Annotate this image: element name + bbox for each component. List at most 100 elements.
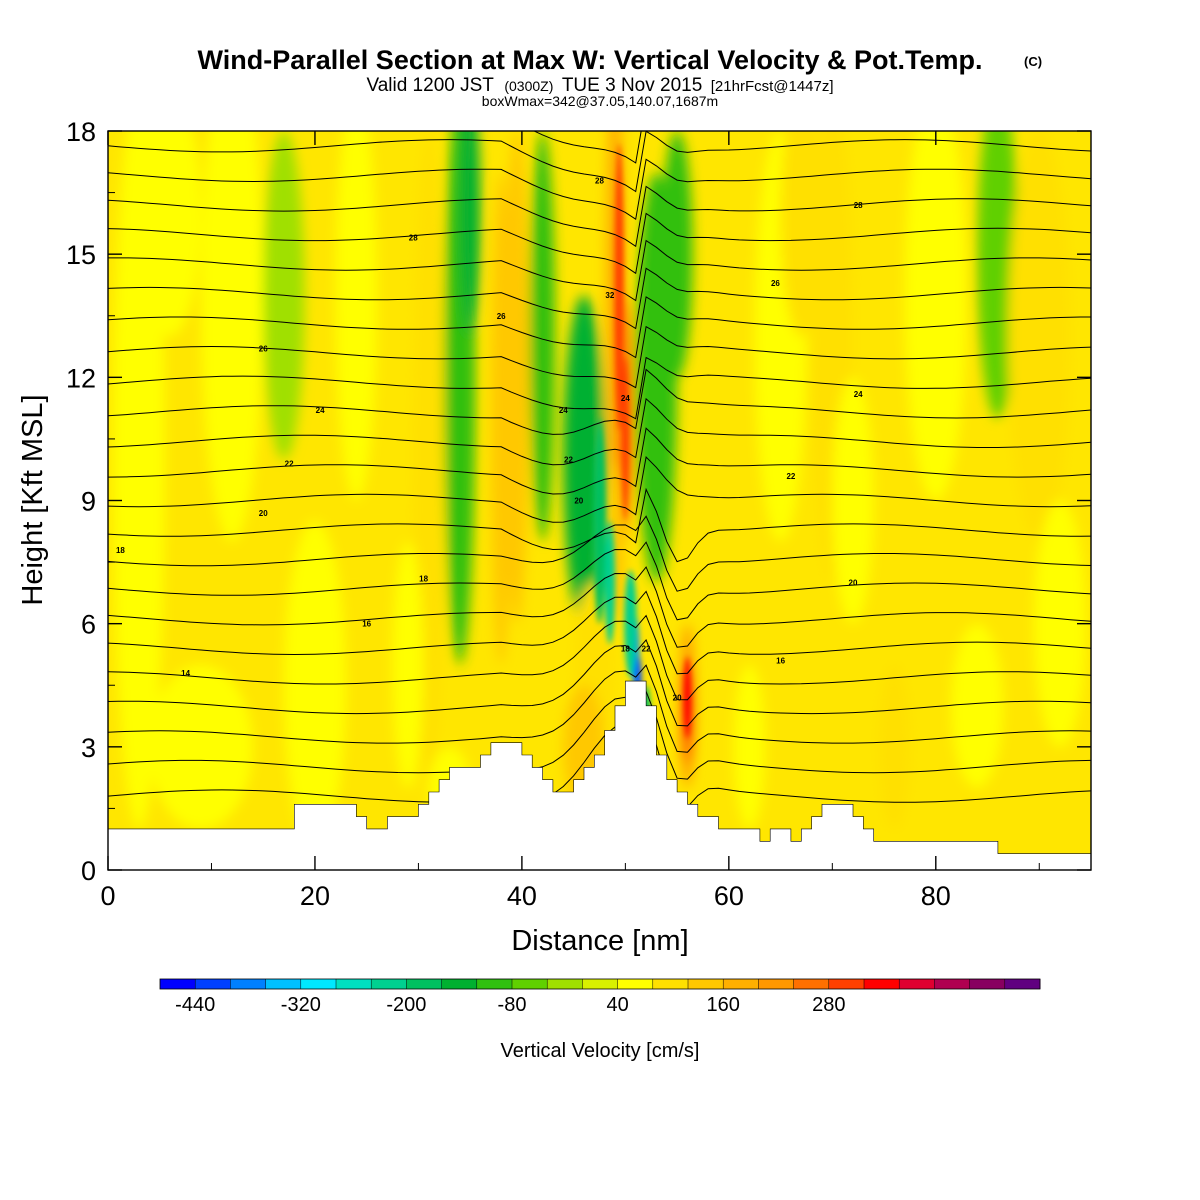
isentrope [108,515,1091,592]
isentrope [108,664,1091,753]
colorbar-label: 280 [812,994,845,1016]
subtitle-valid: Valid 1200 JST [366,75,494,96]
velocity-region [661,131,693,378]
isentrope-label: 18 [419,575,428,584]
velocity-region [734,664,766,829]
colorbar-swatch [160,979,196,989]
colorbar-swatch [265,979,302,989]
colorbar-swatch [688,979,724,989]
velocity-region [1034,500,1086,747]
y-tick-label: 15 [66,240,96,270]
velocity-region [977,131,1019,419]
colorbar-swatch [864,979,900,989]
colorbar-swatch [300,979,337,989]
isentrope-label: 20 [849,579,858,588]
isentrope-label: 26 [497,312,506,321]
colorbar-frame [159,978,1041,990]
subtitle-utc: (0300Z) [504,78,553,94]
velocity-region [149,664,253,829]
colorbar-label: -80 [498,994,527,1016]
colorbar-label: 160 [707,994,740,1016]
y-axis: 0 3 6 9 12 15 18 [66,117,1091,886]
x-tick-label: 80 [921,881,951,911]
isentrope-label: 20 [259,509,268,518]
y-tick-label: 9 [81,487,96,517]
isentrope-label: 18 [116,546,125,555]
colorbar: -440 -320 -200 -80 40 160 280 [159,978,1041,1016]
colorbar-swatch [476,979,513,989]
isentrope [108,158,1091,221]
isentrope-label: 28 [854,201,863,210]
isentrope [108,212,1091,275]
colorbar-title: Vertical Velocity [cm/s] [501,1040,700,1062]
isentrope-label: 16 [362,620,371,629]
colorbar-swatch [758,979,795,989]
isentrope [108,590,1091,675]
velocity-region [878,664,910,829]
isentrope-label: 24 [854,390,863,399]
isentrope-label: 20 [673,694,682,703]
isentrope [108,566,1091,648]
colorbar-swatch [1004,979,1041,989]
colorbar-label: 40 [606,994,628,1016]
isentrope-label: 28 [409,234,418,243]
velocity-region [780,131,822,337]
colorbar-swatch [406,979,443,989]
velocity-core [604,521,616,645]
isentrope [108,368,1091,435]
isentrope [108,541,1091,621]
isentrope-label: 32 [605,291,614,300]
colorbar-swatch [828,979,865,989]
isentrope [108,690,1091,780]
y-tick-label: 12 [66,363,96,393]
isentrope [108,487,1091,563]
isentrope-label: 22 [285,460,294,469]
y-axis-label: Height [Kft MSL] [17,394,49,605]
velocity-region [951,623,1004,788]
chart-subtitle: Valid 1200 JST (0300Z) TUE 3 Nov 2015 [2… [366,75,833,96]
x-tick-label: 40 [507,881,537,911]
isentrope-label: 24 [621,394,630,403]
colorbar-swatch [969,979,1006,989]
colorbar-swatch [723,979,759,989]
colorbar-swatch [617,979,654,989]
isentrope-label: 26 [771,279,780,288]
isentrope-label: 24 [316,406,325,415]
chart-title: Wind-Parallel Section at Max W: Vertical… [198,45,983,75]
isentrope [108,427,1091,495]
velocity-region [1008,131,1071,542]
velocity-region [392,541,424,788]
colorbar-swatch [793,979,830,989]
isentrope-label: 22 [564,455,573,464]
velocity-region [139,131,202,337]
isentrope [532,131,642,164]
colorbar-swatch [899,979,935,989]
colorbar-label: -440 [175,994,215,1016]
x-tick-label: 60 [714,881,744,911]
velocity-region [459,131,481,337]
isentrope [108,397,1091,466]
isentrope [108,185,1091,248]
colorbar-swatch [652,979,689,989]
subtitle-fcst: [21hrFcst@1447z] [711,78,834,95]
isentrope [108,455,1091,523]
colorbar-swatch [230,979,267,989]
isentrope [108,717,1091,808]
colorbar-swatch [336,979,372,989]
colorbar-swatch [547,979,583,989]
isentrope-label: 24 [559,406,568,415]
isentrope [108,356,1091,420]
isentrope [108,325,1091,389]
colorbar-swatch [582,979,619,989]
vertical-velocity-field: 28 26 24 22 20 18 18 16 14 26 28 32 24 24 22 20 18 22 20 28… [108,131,1091,870]
velocity-region [504,131,530,624]
isentrope [108,131,1091,193]
x-tick-label: 20 [300,881,330,911]
isentrope [108,239,1091,302]
colorbar-swatch [441,979,478,989]
isentrope-label: 20 [574,497,583,506]
terrain-mask [108,680,1091,870]
colorbar-swatch [512,979,548,989]
velocity-region [904,131,967,501]
